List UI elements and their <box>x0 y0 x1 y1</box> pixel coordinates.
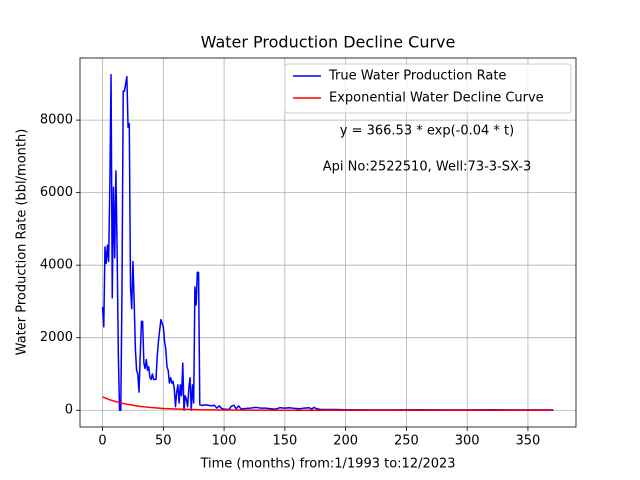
legend-label: True Water Production Rate <box>328 69 506 84</box>
annotation: y = 366.53 * exp(-0.04 * t) <box>340 124 514 139</box>
x-tick-label: 200 <box>333 434 358 449</box>
chart-title: Water Production Decline Curve <box>201 33 456 52</box>
y-tick-label: 6000 <box>40 185 73 200</box>
x-tick-label: 150 <box>272 434 297 449</box>
x-tick-label: 250 <box>394 434 419 449</box>
legend-label: Exponential Water Decline Curve <box>329 91 544 106</box>
x-tick-label: 0 <box>98 434 106 449</box>
y-tick-label: 8000 <box>40 113 73 128</box>
plot-frame <box>79 57 577 428</box>
x-tick-label: 350 <box>516 434 541 449</box>
x-tick-label: 50 <box>155 434 172 449</box>
legend-box <box>284 63 572 114</box>
annotation: Api No:2522510, Well:73-3-SX-3 <box>323 160 531 175</box>
data-line <box>102 396 554 411</box>
y-tick-label: 0 <box>65 403 73 418</box>
x-axis-label: Time (months) from:1/1993 to:12/2023 <box>199 457 455 472</box>
x-tick-label: 100 <box>212 434 237 449</box>
y-tick-label: 4000 <box>40 258 73 273</box>
y-axis-label: Water Production Rate (bbl/month) <box>15 129 30 356</box>
y-tick-label: 2000 <box>40 330 73 345</box>
data-line <box>101 74 554 411</box>
x-tick-label: 300 <box>455 434 480 449</box>
